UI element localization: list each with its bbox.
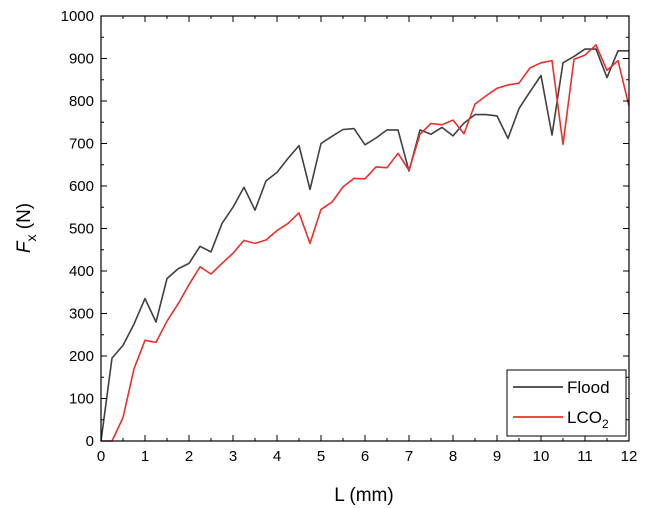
y-tick-label: 300 (69, 306, 94, 323)
y-tick-label: 700 (69, 136, 94, 153)
x-tick-label: 7 (405, 448, 413, 465)
x-tick-label: 5 (317, 448, 325, 465)
y-axis-title-unit: (N) (14, 203, 35, 235)
x-tick-label: 12 (621, 448, 638, 465)
legend-label-lco2: LCO2 (567, 408, 609, 431)
series-line-lco2 (101, 44, 630, 442)
y-tick-label: 900 (69, 51, 94, 68)
x-tick-label: 10 (533, 448, 550, 465)
y-tick-label: 100 (69, 391, 94, 408)
x-tick-label: 1 (141, 448, 149, 465)
x-tick-label: 2 (185, 448, 193, 465)
series-line-flood (100, 48, 629, 442)
y-tick-label: 500 (69, 221, 94, 238)
x-tick-label: 3 (229, 448, 237, 465)
y-axis-title-main: F (14, 240, 35, 253)
y-tick-label: 800 (69, 93, 94, 110)
y-tick-label: 600 (69, 178, 94, 195)
x-tick-label: 8 (449, 448, 457, 465)
y-tick-label: 1000 (61, 8, 94, 25)
y-tick-label: 400 (69, 263, 94, 280)
x-tick-label: 0 (97, 448, 105, 465)
x-tick-label: 6 (361, 448, 369, 465)
x-axis-title: L (mm) (334, 485, 393, 506)
x-tick-label: 11 (577, 448, 593, 465)
legend-label-flood: Flood (567, 378, 610, 397)
legend-box (506, 369, 627, 437)
y-axis-title-sub: x (23, 235, 39, 242)
y-tick-label: 0 (86, 433, 94, 450)
x-tick-label: 4 (273, 448, 281, 465)
x-tick-label: 9 (493, 448, 501, 465)
y-tick-label: 200 (69, 348, 94, 365)
y-axis-title: Fx (N) (14, 203, 39, 253)
